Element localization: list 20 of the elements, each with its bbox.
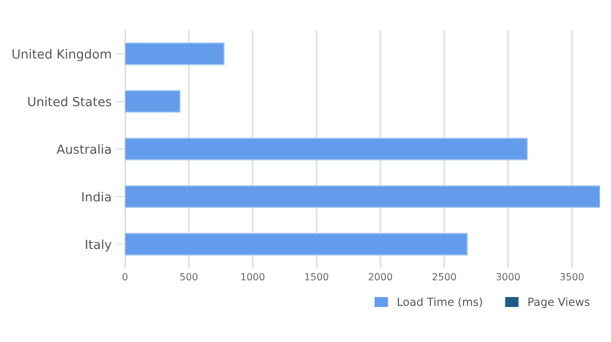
legend-label: Load Time (ms) bbox=[398, 297, 482, 308]
x-tick-label: 0 bbox=[122, 273, 128, 280]
y-tick-label: United States bbox=[28, 96, 112, 106]
bar bbox=[125, 232, 468, 256]
x-tick-label: 2500 bbox=[432, 273, 456, 280]
y-tick-label: Australia bbox=[56, 144, 111, 154]
x-tick-label: 3500 bbox=[560, 273, 584, 280]
y-tick-label: India bbox=[82, 192, 111, 202]
x-tick-label: 1000 bbox=[241, 273, 264, 280]
x-tick-label: 1500 bbox=[305, 273, 328, 280]
bar bbox=[125, 90, 180, 113]
x-tick-label: 3000 bbox=[496, 273, 520, 280]
legend-label: Page Views bbox=[528, 297, 590, 308]
bar bbox=[125, 185, 600, 208]
y-tick-label: United Kingdom bbox=[12, 49, 111, 62]
x-tick-label: 500 bbox=[180, 273, 198, 280]
bar bbox=[125, 42, 225, 66]
x-tick-label: 2000 bbox=[368, 273, 392, 280]
bar bbox=[125, 138, 528, 160]
y-tick-label: Italy bbox=[86, 239, 112, 252]
